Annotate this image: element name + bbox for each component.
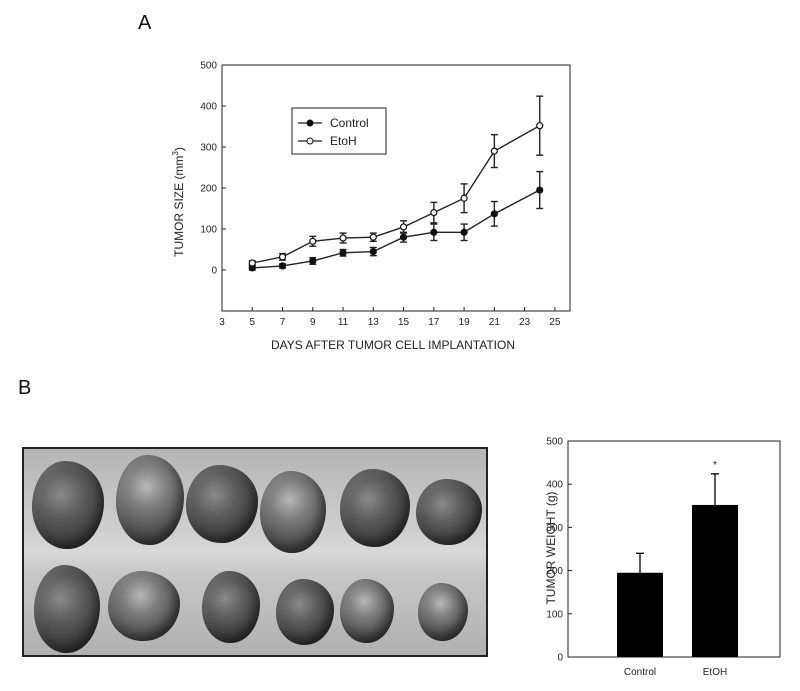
tumor-specimen xyxy=(340,469,410,547)
x-tick-label: 3 xyxy=(219,317,225,328)
data-point-control xyxy=(278,262,287,270)
data-point-control xyxy=(460,228,468,236)
tumor-specimen xyxy=(340,579,394,643)
data-point-etoh xyxy=(309,237,317,245)
bar-category-label: EtOH xyxy=(703,667,727,678)
tumor-specimen xyxy=(202,571,260,643)
series-group xyxy=(248,95,544,272)
bar-y-tick-label: 400 xyxy=(546,480,563,491)
data-point-etoh xyxy=(460,194,468,202)
data-point-control xyxy=(536,186,544,194)
x-tick-label: 9 xyxy=(310,317,316,328)
data-point-control xyxy=(430,228,438,236)
bar-plot-frame xyxy=(567,440,781,658)
significance-marker: * xyxy=(713,460,717,471)
legend-control-label: Control xyxy=(330,116,369,130)
tumor-specimen xyxy=(108,571,180,641)
y-tick-label: 100 xyxy=(200,225,217,236)
panel-b-label: B xyxy=(18,377,32,399)
legend-box xyxy=(291,107,387,155)
data-point-etoh xyxy=(339,234,347,242)
axes: 3 5 7 9 11 13 15 17 19 21 23 25 0 100 200 300 400 500 xyxy=(200,61,561,329)
tumor-specimen xyxy=(276,579,334,645)
x-tick-label: 15 xyxy=(398,317,410,328)
data-point-etoh xyxy=(536,122,544,130)
legend: Control EtoH xyxy=(291,107,387,155)
tumor-specimen xyxy=(418,583,468,641)
tumor-specimen xyxy=(34,565,100,653)
bar-y-axis-title: TUMOR WEIGHT (g) xyxy=(544,491,558,604)
x-tick-label: 5 xyxy=(249,317,255,328)
x-tick-label: 23 xyxy=(519,317,531,328)
y-tick-label: 0 xyxy=(211,266,217,277)
x-tick-label: 17 xyxy=(428,317,440,328)
tumor-specimen xyxy=(416,479,482,545)
x-tick-label: 11 xyxy=(338,317,349,328)
data-point-etoh xyxy=(278,253,287,261)
data-point-control xyxy=(490,210,498,218)
data-point-etoh xyxy=(490,147,498,155)
data-point-control xyxy=(309,257,317,265)
data-point-control xyxy=(369,247,377,256)
legend-control-marker xyxy=(306,119,314,127)
tumor-specimen xyxy=(186,465,258,543)
legend-etoh-label: EtoH xyxy=(330,134,357,148)
tumor-specimen xyxy=(116,455,184,545)
panel-a-label: A xyxy=(138,12,152,34)
legend-etoh-marker xyxy=(306,137,314,145)
y-axis-title: TUMOR SIZE (mm3) xyxy=(171,147,186,257)
y-tick-label: 500 xyxy=(200,61,217,72)
bar-y-tick-label: 200 xyxy=(546,566,563,577)
bar-control xyxy=(617,572,663,657)
x-tick-label: 25 xyxy=(549,317,561,328)
data-point-etoh xyxy=(430,209,438,217)
bar-y-tick-label: 300 xyxy=(546,523,563,534)
tumor-photo xyxy=(22,447,488,657)
bars-group: Control EtOH * xyxy=(617,460,738,678)
data-point-etoh xyxy=(399,223,408,231)
bar-y-tick-label: 500 xyxy=(546,437,563,448)
data-point-etoh xyxy=(248,259,256,267)
series-line-etoh xyxy=(252,125,541,264)
data-point-control xyxy=(339,249,347,257)
x-axis-title: DAYS AFTER TUMOR CELL IMPLANTATION xyxy=(271,338,515,352)
x-tick-label: 13 xyxy=(368,317,380,328)
data-point-control xyxy=(399,233,408,241)
tumor-size-line-chart: 3 5 7 9 11 13 15 17 19 21 23 25 0 100 200 300 400 500 Con… xyxy=(171,61,571,352)
x-tick-label: 19 xyxy=(459,317,471,328)
bar-y-tick-label: 100 xyxy=(546,609,563,620)
x-tick-label: 21 xyxy=(489,317,501,328)
series-line-control xyxy=(252,189,541,269)
bar-y-tick-label: 0 xyxy=(557,653,563,664)
bar-etoh xyxy=(692,504,738,657)
bar-category-label: Control xyxy=(624,667,656,678)
tumor-specimen xyxy=(260,471,326,553)
y-tick-label: 200 xyxy=(200,184,217,195)
bar-axes: 0 100 200 300 400 500 xyxy=(546,437,572,664)
y-tick-label: 400 xyxy=(200,102,217,113)
y-tick-label: 300 xyxy=(200,143,217,154)
data-point-etoh xyxy=(369,233,377,241)
x-tick-label: 7 xyxy=(280,317,286,328)
tumor-specimen xyxy=(32,461,104,549)
